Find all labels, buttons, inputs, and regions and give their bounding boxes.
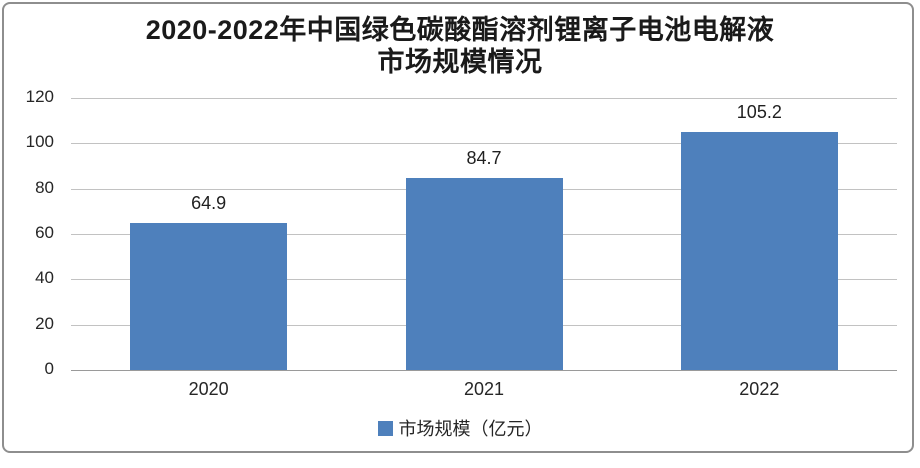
y-axis-tick-label: 60	[35, 223, 54, 242]
bar-value-label-2022: 105.2	[736, 101, 782, 122]
y-axis-tick-label: 120	[25, 87, 54, 106]
gridline-120	[71, 98, 897, 99]
y-axis-tick-label: 80	[35, 177, 54, 197]
gridline-0	[71, 370, 897, 371]
y-axis-tick-label: 100	[25, 132, 54, 152]
chart-title-line-2: 市场规模情况	[377, 47, 543, 77]
gridline-100	[71, 143, 897, 145]
x-axis-label-2022: 2022	[739, 379, 780, 399]
bar-2022	[680, 131, 838, 370]
x-axis-label-2020: 2020	[188, 379, 229, 399]
legend: 市场规模（亿元）	[0, 415, 920, 441]
legend-swatch-square	[377, 420, 393, 436]
legend-series-label: 市场规模（亿元）	[398, 419, 543, 439]
y-axis-tick-label: 20	[35, 313, 54, 333]
chart-title-line-1: 2020-2022年中国绿色碳酸酯溶剂锂离子电池电解液	[145, 15, 775, 45]
bar-value-label-2020: 64.9	[191, 192, 227, 213]
y-axis-tick-label: 0	[44, 359, 54, 378]
bar-2020	[130, 222, 288, 370]
bar-2021	[405, 178, 563, 370]
chart-title: 2020-2022年中国绿色碳酸酯溶剂锂离子电池电解液 市场规模情况	[0, 14, 920, 78]
y-axis-tick-label: 40	[35, 268, 54, 288]
x-axis-label-2021: 2021	[463, 379, 505, 399]
bar-value-label-2021: 84.7	[466, 148, 502, 168]
